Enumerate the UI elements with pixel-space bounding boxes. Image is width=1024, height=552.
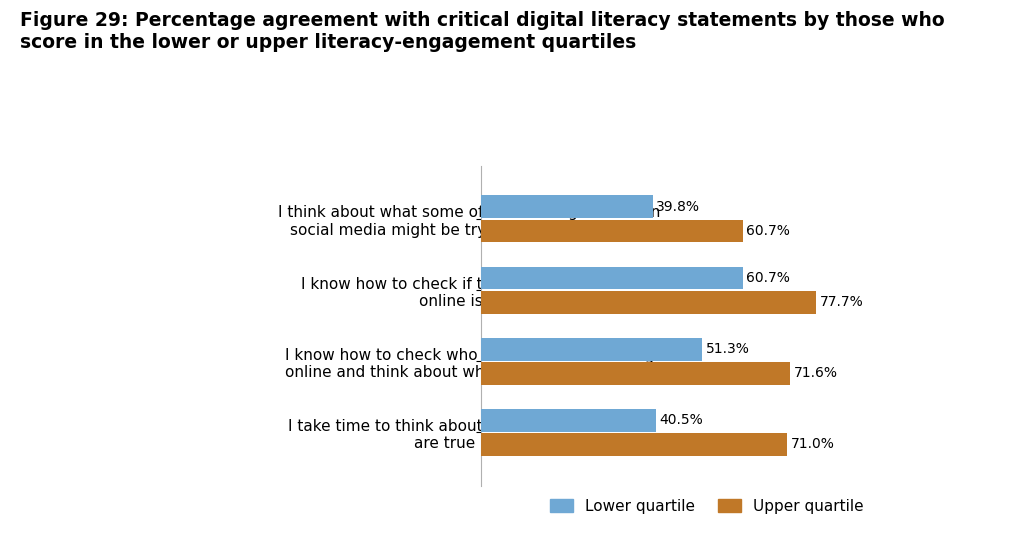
Text: 60.7%: 60.7% xyxy=(746,271,791,285)
Bar xyxy=(481,267,743,289)
Bar xyxy=(481,362,790,385)
Text: 51.3%: 51.3% xyxy=(706,342,750,356)
Text: 71.0%: 71.0% xyxy=(791,438,835,452)
Text: 60.7%: 60.7% xyxy=(746,224,791,238)
Bar xyxy=(481,409,656,432)
Text: 40.5%: 40.5% xyxy=(659,413,703,427)
Bar xyxy=(481,220,743,242)
Bar xyxy=(481,338,702,360)
Bar xyxy=(481,433,787,456)
Bar xyxy=(481,291,816,314)
Text: 71.6%: 71.6% xyxy=(794,367,838,380)
Bar xyxy=(481,195,653,218)
Legend: Lower quartile, Upper quartile: Lower quartile, Upper quartile xyxy=(544,492,869,520)
Text: 77.7%: 77.7% xyxy=(820,295,863,309)
Text: Figure 29: Percentage agreement with critical digital literacy statements by tho: Figure 29: Percentage agreement with cri… xyxy=(20,11,945,52)
Text: 39.8%: 39.8% xyxy=(656,200,700,214)
